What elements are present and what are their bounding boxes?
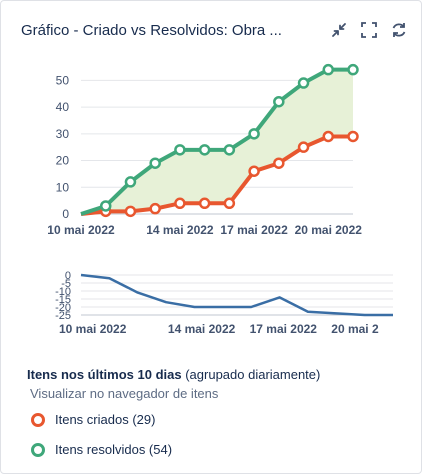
data-point-created [223,197,236,210]
trend-line [80,273,393,317]
x-tick-label: 17 mai 2022 [220,223,288,237]
data-point-resolved [322,63,335,76]
y-tick-label: 0 [65,270,71,282]
data-point-created [149,202,161,215]
data-point-resolved [248,128,260,140]
legend-title-rest: (agrupado diariamente) [181,367,321,382]
minimize-icon[interactable] [329,20,349,40]
chart-legend: Itens nos últimos 10 dias (agrupado diar… [27,367,407,461]
data-point-resolved [347,63,359,76]
data-point-created [248,165,260,177]
data-point-created [273,157,285,169]
x-tick-label: 14 mai 2022 [168,322,236,336]
legend-label-created: Itens criados (29) [55,412,156,427]
gadget-title: Gráfico - Criado vs Resolvidos: Obra ... [21,22,282,39]
x-tick-label: 20 mai 2022 [295,223,363,237]
data-point-created [124,205,137,218]
y-tick-label: 10 [56,180,70,194]
data-point-resolved [174,144,186,156]
resolved-legend-marker [31,443,45,457]
data-point-created [297,141,310,153]
legend-label-resolved: Itens resolvidos (54) [55,442,173,457]
gadget-header: Gráfico - Criado vs Resolvidos: Obra ... [21,20,409,44]
data-point-resolved [223,144,236,156]
data-point-resolved [297,77,310,89]
x-tick-label: 10 mai 2022 [59,322,127,336]
legend-item-created: Itens criados (29) [27,411,407,431]
created-vs-resolved-chart: 0 10 20 30 40 50 10 mai 2022 14 mai 2022 17 mai … [47,63,363,237]
y-tick-label: 30 [56,127,70,141]
created-legend-marker [31,413,45,427]
data-point-created [174,197,186,210]
y-tick-label: -5 [61,278,71,290]
difference-area [81,69,353,214]
data-point-resolved [198,144,211,156]
header-actions [329,20,409,40]
data-point-created [322,130,335,143]
y-tick-label: -20 [55,302,71,314]
data-point-created [198,197,211,210]
y-tick-label: -15 [55,294,71,306]
y-tick-label: -25 [55,310,71,322]
legend-item-resolved: Itens resolvidos (54) [27,441,407,461]
y-tick-label: 0 [62,207,69,221]
issue-navigator-link[interactable]: Visualizar no navegador de itens [30,386,219,401]
y-tick-label: 40 [56,100,70,114]
data-point-resolved [99,200,112,212]
x-tick-label: 20 mai 2 [331,322,379,336]
y-tick-label: -10 [55,286,71,298]
refresh-icon[interactable] [389,20,409,40]
data-point-created [347,130,359,143]
data-point-resolved [124,176,137,188]
x-tick-label: 14 mai 2022 [146,223,214,237]
fullscreen-icon[interactable] [359,20,379,40]
data-point-resolved [273,95,285,108]
x-tick-label: 10 mai 2022 [47,223,115,237]
y-tick-label: 50 [56,73,70,87]
y-tick-label: 20 [56,154,70,168]
legend-title: Itens nos últimos 10 dias (agrupado diar… [27,367,407,382]
data-point-resolved [149,157,161,169]
legend-title-bold: Itens nos últimos 10 dias [27,367,182,382]
x-tick-label: 17 mai 2022 [250,322,318,336]
